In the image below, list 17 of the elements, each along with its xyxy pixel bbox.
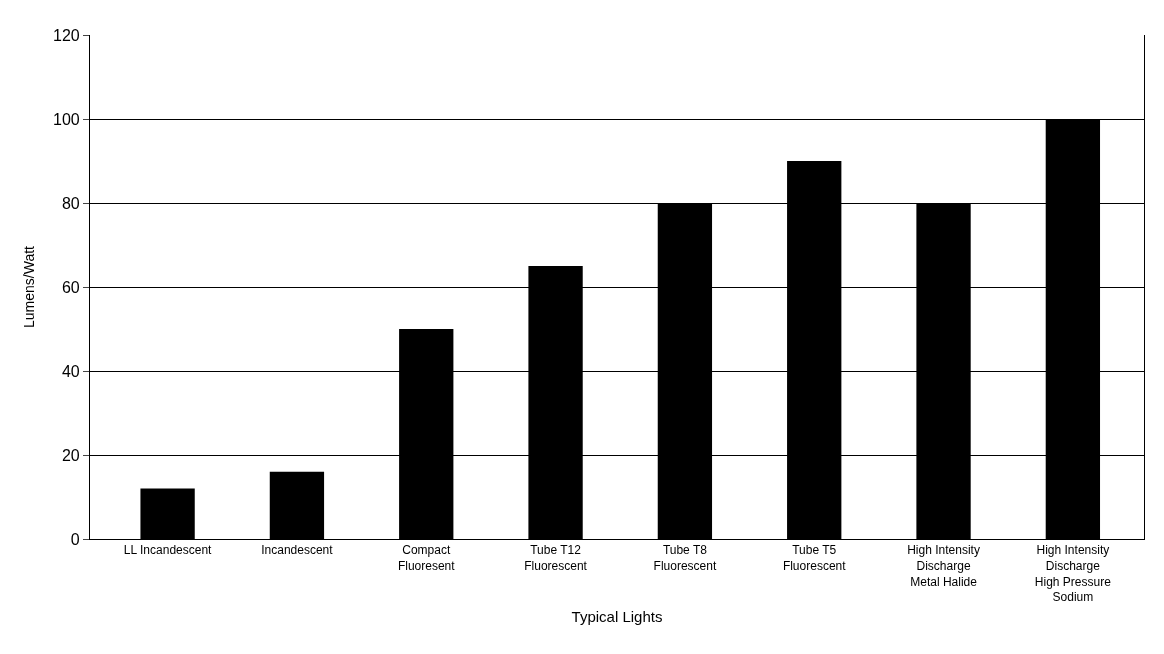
x-tick-label: Compact Fluoresent — [397, 543, 456, 573]
x-axis-title: Typical Lights — [571, 608, 663, 626]
y-tick-label: 100 — [53, 110, 80, 128]
x-tick-label: LL Incandescent — [123, 543, 213, 558]
x-tick-label: Tube T12 Fluorescent — [524, 543, 588, 573]
x-tick-label: High Intensity Discharge Metal Halide — [907, 543, 980, 589]
y-tick-label: 20 — [61, 446, 80, 464]
y-tick-label: 40 — [61, 362, 80, 380]
y-tick-label: 60 — [61, 278, 80, 296]
x-tick-label: Tube T8 Fluorescent — [653, 543, 717, 573]
x-tick-label: High Intensity Discharge High Pressure Sodium — [1034, 543, 1112, 605]
x-tick-label: Tube T5 Fluorescent — [782, 543, 847, 573]
y-tick-label: 0 — [70, 530, 80, 548]
y-axis-title: Lumens/Watt — [20, 245, 37, 328]
x-tick-label: Incandescent — [261, 543, 334, 558]
y-tick-label: 120 — [53, 26, 80, 44]
y-tick-label: 80 — [61, 194, 80, 212]
